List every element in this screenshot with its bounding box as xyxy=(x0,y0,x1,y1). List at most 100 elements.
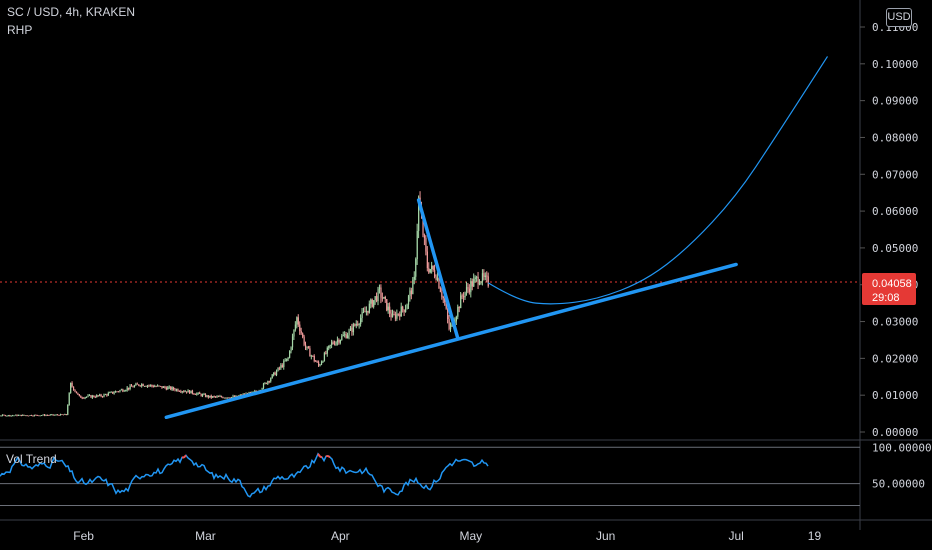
candle-body xyxy=(239,395,241,396)
candle-body xyxy=(397,313,399,315)
candle-body xyxy=(406,304,408,310)
candle-body xyxy=(25,415,27,417)
candle-body xyxy=(88,395,91,397)
candle-body xyxy=(467,287,469,289)
candle-body xyxy=(476,276,478,278)
candle-body xyxy=(335,341,337,345)
candle-body xyxy=(320,362,323,365)
candle-body xyxy=(106,394,108,396)
candle-body xyxy=(338,339,340,343)
candle-body xyxy=(26,415,28,417)
candle-body xyxy=(87,395,89,397)
candle-body xyxy=(271,374,273,379)
candle-body xyxy=(386,299,388,311)
candle-body xyxy=(52,414,54,416)
candle-body xyxy=(483,273,485,277)
candle-body xyxy=(19,414,21,416)
candle-body xyxy=(223,397,225,399)
candle-body xyxy=(405,309,407,312)
candle-body xyxy=(160,385,162,387)
candle-body xyxy=(384,297,386,300)
candle-body xyxy=(344,334,346,336)
y-tick-label: 0.02000 xyxy=(872,352,918,365)
candle-body xyxy=(303,336,305,345)
candle-body xyxy=(46,415,49,416)
candle-body xyxy=(373,300,375,307)
candle-body xyxy=(199,392,201,394)
candle-body xyxy=(193,393,195,395)
candle-body xyxy=(286,358,288,361)
candle-body xyxy=(225,397,227,399)
candle-body xyxy=(94,396,96,398)
candle-body xyxy=(249,392,252,394)
candle-body xyxy=(203,394,205,395)
candle-body xyxy=(12,415,14,417)
candle-body xyxy=(138,384,140,386)
candle-body xyxy=(68,393,70,406)
candle-body xyxy=(392,314,394,318)
candle-body xyxy=(141,384,143,386)
candle-body xyxy=(17,415,20,416)
candle-body xyxy=(336,339,339,342)
x-tick-label: Jun xyxy=(596,529,615,543)
candle-body xyxy=(479,283,481,285)
candle-body xyxy=(81,397,83,399)
candle-body xyxy=(413,276,415,280)
candle-body xyxy=(129,385,131,389)
currency-button[interactable]: USD xyxy=(886,8,912,27)
candle-body xyxy=(139,385,141,387)
current-price-badge: 0.04058 29:08 xyxy=(862,273,916,305)
vol-trend-line xyxy=(0,452,489,498)
candle-body xyxy=(84,397,86,399)
y-tick-label: 0.10000 xyxy=(872,58,918,71)
candle-body xyxy=(32,415,34,417)
candle-body xyxy=(383,297,385,299)
candle-body xyxy=(277,367,279,372)
candle-body xyxy=(432,265,434,271)
candle-body xyxy=(305,344,307,348)
candle-body xyxy=(168,386,170,388)
candle-body xyxy=(190,390,192,394)
candle-body xyxy=(228,397,230,399)
x-tick-label: Feb xyxy=(73,529,94,543)
candle-body xyxy=(157,385,159,387)
candle-body xyxy=(481,273,484,282)
candle-body xyxy=(75,391,78,394)
candle-body xyxy=(146,385,149,387)
trendline-support[interactable] xyxy=(164,262,738,420)
candle-body xyxy=(103,394,105,397)
candle-body xyxy=(226,397,228,399)
candle-body xyxy=(428,268,430,273)
candle-body xyxy=(486,275,488,277)
candle-body xyxy=(197,392,199,394)
x-tick-label: Mar xyxy=(195,529,216,543)
trendline-falling[interactable] xyxy=(416,198,460,340)
candle-body xyxy=(183,391,185,393)
candle-body xyxy=(184,391,186,393)
candle-body xyxy=(216,396,218,398)
candle-body xyxy=(15,414,17,416)
candle-body xyxy=(178,391,181,392)
candle-body xyxy=(128,387,130,389)
candle-body xyxy=(357,324,359,325)
candle-body xyxy=(67,405,69,415)
candle-body xyxy=(281,365,283,368)
candle-body xyxy=(410,290,413,295)
candle-body xyxy=(326,347,328,354)
candle-body xyxy=(329,344,331,346)
candle-body xyxy=(207,395,210,398)
vol-hot-segment xyxy=(183,454,187,459)
candle-body xyxy=(439,288,442,292)
candle-body xyxy=(471,281,473,287)
price-badge-value: 0.04058 xyxy=(872,278,912,290)
candle-body xyxy=(112,391,114,394)
candle-body xyxy=(232,396,234,397)
candle-body xyxy=(394,314,397,319)
candle-body xyxy=(351,327,353,333)
x-tick-label: 19 xyxy=(808,529,822,543)
candle-body xyxy=(180,391,182,393)
candle-body xyxy=(200,393,202,396)
candle-body xyxy=(445,302,447,309)
candle-body xyxy=(274,372,276,376)
